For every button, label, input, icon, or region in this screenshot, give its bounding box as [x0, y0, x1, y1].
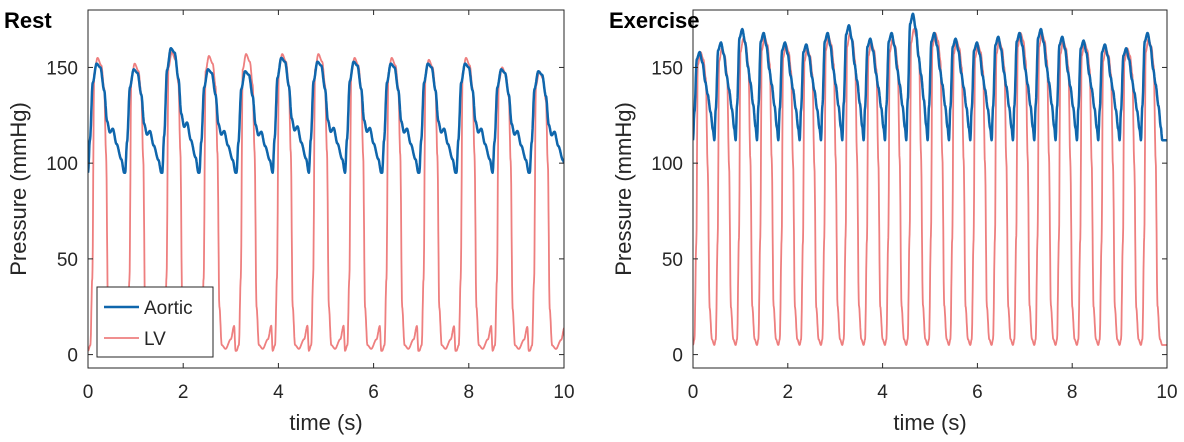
y-tick-label: 0 — [67, 346, 78, 367]
x-tick-label: 4 — [273, 382, 284, 403]
legend-box — [96, 286, 214, 358]
x-tick-label: 6 — [972, 382, 983, 403]
y-tick-label: 50 — [57, 250, 78, 271]
x-tick-label: 2 — [783, 382, 794, 403]
y-tick-label: 0 — [672, 346, 683, 367]
y-tick-label: 150 — [46, 58, 78, 79]
x-tick-label: 6 — [368, 382, 379, 403]
x-axis-label: time (s) — [893, 410, 966, 435]
x-tick-label: 10 — [553, 382, 574, 403]
y-axis-label: Pressure (mmHg) — [6, 102, 31, 276]
panel-title: Exercise — [609, 8, 700, 33]
y-tick-label: 100 — [651, 154, 683, 175]
x-axis-label: time (s) — [289, 410, 362, 435]
series-line-lv — [88, 51, 564, 352]
x-tick-label: 0 — [83, 382, 94, 403]
x-tick-label: 2 — [178, 382, 189, 403]
y-tick-label: 100 — [46, 154, 78, 175]
y-axis-label: Pressure (mmHg) — [611, 102, 636, 276]
x-tick-label: 10 — [1156, 382, 1177, 403]
y-tick-label: 150 — [651, 58, 683, 79]
x-tick-label: 0 — [688, 382, 699, 403]
plot-area-frame — [692, 9, 1168, 369]
x-tick-label: 4 — [877, 382, 888, 403]
series-line-aortic — [88, 47, 564, 174]
legend-label-aortic: Aortic — [144, 298, 193, 319]
y-tick-label: 50 — [662, 250, 683, 271]
series-line-aortic — [693, 12, 1167, 142]
x-tick-label: 8 — [464, 382, 475, 403]
x-tick-label: 8 — [1067, 382, 1078, 403]
legend-label-lv: LV — [144, 329, 166, 350]
legend: Aortic LV — [96, 286, 214, 358]
plot-area-frame — [87, 9, 565, 369]
panel-title: Rest — [4, 8, 52, 33]
